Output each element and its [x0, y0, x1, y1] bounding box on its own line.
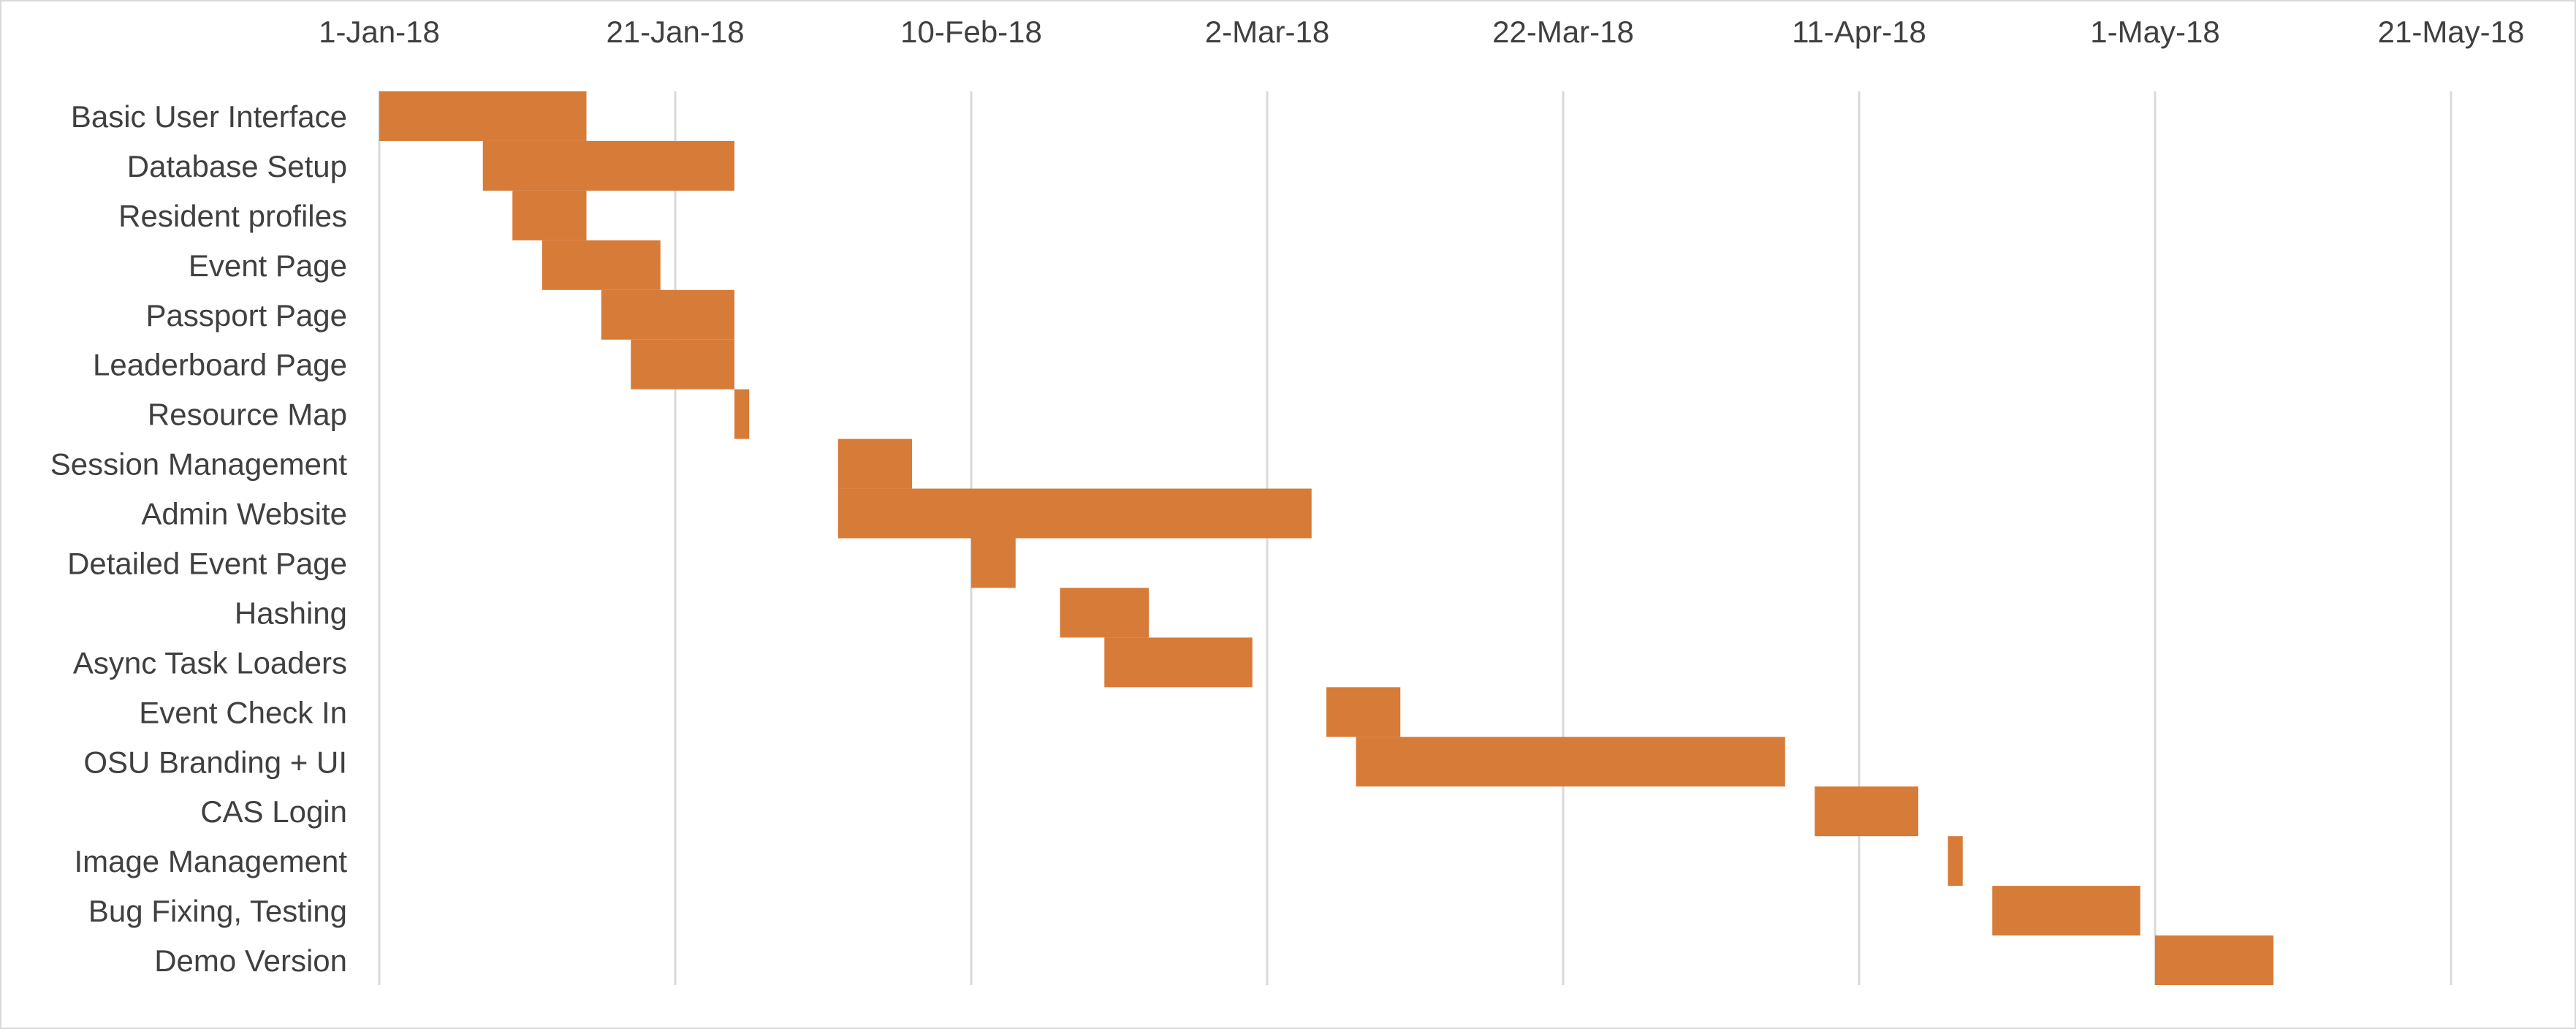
x-tick-label-6: 1-May-18: [2090, 15, 2219, 49]
gantt-bar-3: [542, 240, 661, 290]
x-tick-label-1: 21-Jan-18: [606, 15, 744, 49]
task-label-8: Admin Website: [141, 497, 347, 531]
task-label-3: Event Page: [189, 248, 347, 283]
task-label-16: Bug Fixing, Testing: [88, 894, 347, 928]
x-tick-label-3: 2-Mar-18: [1205, 15, 1329, 49]
task-label-1: Database Setup: [127, 149, 347, 183]
task-label-5: Leaderboard Page: [93, 348, 347, 382]
gantt-bar-9: [971, 538, 1016, 588]
x-tick-label-5: 11-Apr-18: [1792, 15, 1926, 49]
gantt-bar-16: [1992, 886, 2140, 936]
bar-layer: [379, 91, 2273, 985]
gantt-bar-12: [1326, 687, 1401, 737]
gantt-bar-6: [734, 389, 750, 439]
task-label-0: Basic User Interface: [71, 99, 347, 134]
gantt-bar-14: [1815, 786, 1918, 837]
task-label-11: Async Task Loaders: [73, 645, 347, 680]
task-label-layer: Basic User Interface Database Setup Reside…: [50, 99, 348, 978]
task-label-10: Hashing: [235, 596, 347, 630]
gantt-bar-17: [2155, 935, 2273, 985]
gantt-bar-13: [1356, 737, 1785, 787]
task-label-4: Passport Page: [145, 298, 347, 333]
x-tick-label-7: 21-May-18: [2378, 15, 2525, 49]
tick-label-layer: 1-Jan-18 21-Jan-18 10-Feb-18 2-Mar-18 22-Mar…: [319, 15, 2524, 49]
gantt-bar-10: [1060, 588, 1149, 638]
gantt-bar-4: [601, 289, 734, 340]
task-label-13: OSU Branding + UI: [83, 745, 347, 779]
task-label-6: Resource Map: [148, 398, 347, 432]
x-tick-label-4: 22-Mar-18: [1492, 15, 1634, 49]
gantt-bar-0: [379, 91, 587, 141]
gantt-bar-7: [837, 438, 912, 489]
x-tick-label-0: 1-Jan-18: [319, 15, 440, 49]
task-label-17: Demo Version: [154, 943, 347, 978]
gantt-bar-11: [1104, 637, 1253, 688]
task-label-12: Event Check In: [139, 695, 347, 729]
task-label-7: Session Management: [50, 447, 348, 482]
task-label-9: Detailed Event Page: [67, 546, 347, 580]
grid-layer: [378, 91, 2452, 985]
gantt-bar-5: [631, 339, 734, 390]
gantt-bar-8: [837, 488, 1312, 539]
gantt-bar-2: [512, 190, 587, 240]
gantt-bar-15: [1948, 836, 1963, 886]
task-label-2: Resident profiles: [118, 199, 347, 233]
gantt-bar-1: [482, 140, 734, 191]
task-label-14: CAS Login: [200, 794, 347, 829]
x-tick-label-2: 10-Feb-18: [900, 15, 1042, 49]
task-label-15: Image Management: [74, 844, 347, 878]
